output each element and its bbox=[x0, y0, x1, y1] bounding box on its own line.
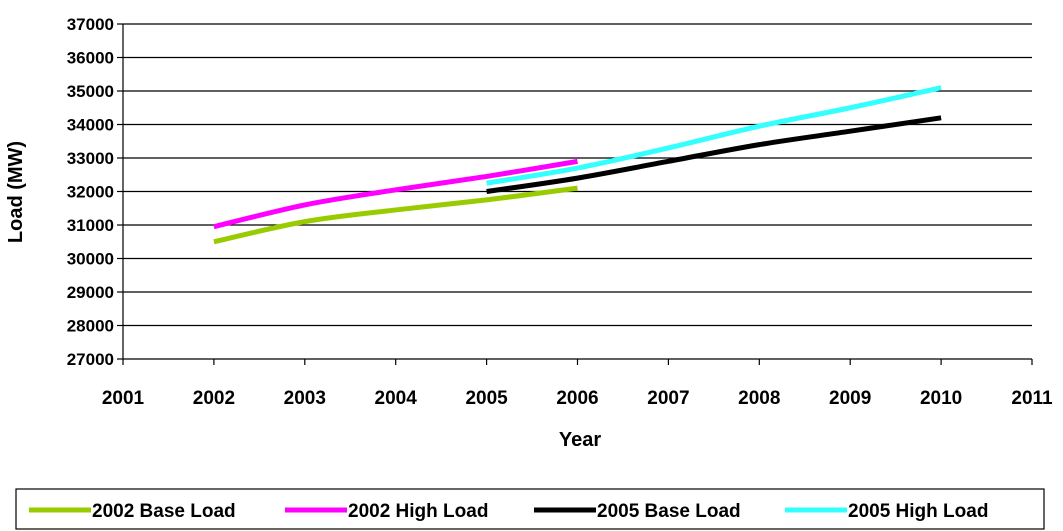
x-tick-label: 2005 bbox=[465, 388, 508, 409]
y-tick-label: 33000 bbox=[67, 149, 114, 168]
legend-label-2002-base-load: 2002 Base Load bbox=[92, 501, 236, 522]
series-line-2005-base-load bbox=[486, 115, 942, 194]
x-tick-label: 2003 bbox=[284, 388, 326, 409]
y-tick-label: 29000 bbox=[67, 283, 114, 302]
legend-label-2005-base-load: 2005 Base Load bbox=[597, 501, 741, 522]
x-tick-label: 2008 bbox=[738, 388, 780, 409]
series-line-2005-high-load bbox=[486, 85, 942, 186]
y-tick-label: 36000 bbox=[67, 49, 114, 68]
legend-label-2005-high-load: 2005 High Load bbox=[848, 501, 988, 522]
x-tick-label: 2001 bbox=[102, 388, 145, 409]
y-tick-labels: 27000 28000 29000 30000 31000 32000 33000 34000… bbox=[67, 15, 114, 369]
x-tick-label: 2007 bbox=[647, 388, 689, 409]
series-line-2002-high-load bbox=[213, 158, 578, 230]
y-tick-label: 30000 bbox=[67, 250, 114, 269]
x-tick-label: 2011 bbox=[1011, 388, 1053, 409]
x-tick-label: 2009 bbox=[829, 388, 871, 409]
series-line-2002-base-load bbox=[213, 185, 578, 245]
legend: 2002 Base Load 2002 High Load 2005 Base Lo… bbox=[15, 488, 1045, 530]
legend-label-2002-high-load: 2002 High Load bbox=[348, 501, 488, 522]
y-tick-label: 31000 bbox=[67, 216, 114, 235]
y-axis-title: Load (MW) bbox=[5, 141, 27, 243]
series-lines bbox=[213, 85, 942, 245]
x-tick-labels: 2001 2002 2003 2004 2005 2006 2007 2008 2009 2010… bbox=[102, 388, 1053, 409]
axes bbox=[117, 23, 1033, 365]
x-tick-label: 2010 bbox=[920, 388, 962, 409]
y-tick-label: 32000 bbox=[67, 183, 114, 202]
x-tick-label: 2004 bbox=[375, 388, 418, 409]
y-tick-label: 34000 bbox=[67, 116, 114, 135]
gridlines bbox=[123, 23, 1032, 360]
x-axis-title: Year bbox=[559, 429, 601, 451]
y-tick-label: 37000 bbox=[67, 15, 114, 34]
legend-box bbox=[15, 488, 1045, 530]
y-tick-label: 35000 bbox=[67, 82, 114, 101]
x-tick-label: 2002 bbox=[193, 388, 235, 409]
y-tick-label: 28000 bbox=[67, 317, 114, 336]
y-tick-label: 27000 bbox=[67, 350, 114, 369]
x-tick-label: 2006 bbox=[556, 388, 598, 409]
